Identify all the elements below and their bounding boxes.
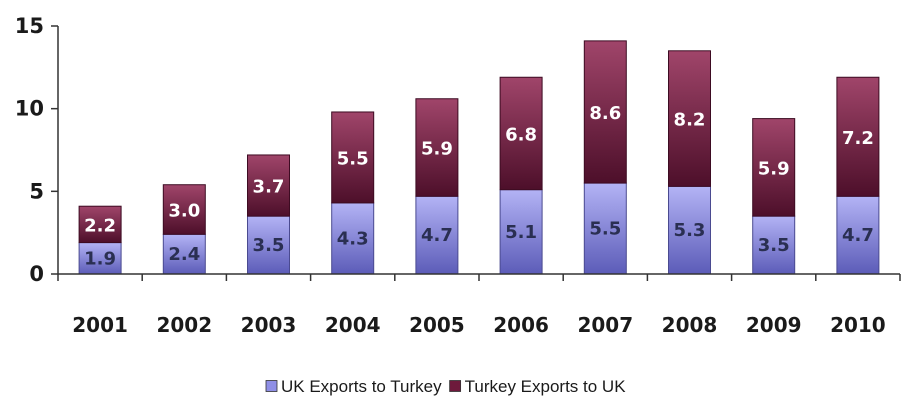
x-axis: 2001 2002 2003 2004 2005 2006 2007 2008 2009 2010 xyxy=(57,273,901,337)
x-tick-label: 2002 xyxy=(156,313,212,337)
bar-uk-exports-to-turkey xyxy=(78,242,122,275)
data-label-turkey-exports-to-uk: 5.9 xyxy=(758,158,790,179)
bar-turkey-exports-to-uk xyxy=(499,76,543,191)
data-label-turkey-exports-to-uk: 5.5 xyxy=(337,148,369,169)
y-tick-label: 5 xyxy=(29,179,44,203)
x-tick-label: 2010 xyxy=(830,313,886,337)
bar-turkey-exports-to-uk xyxy=(331,111,375,204)
data-label-uk-exports-to-turkey: 3.5 xyxy=(253,235,285,256)
y-tick-label: 0 xyxy=(29,262,44,286)
x-tick-label: 2005 xyxy=(409,313,465,337)
bar-uk-exports-to-turkey xyxy=(836,195,880,275)
bar-turkey-exports-to-uk xyxy=(836,76,880,197)
bars: 1.9 2.2 2.4 3.0 3.5 3.7 4.3 5.5 4.7 5.9 5.1 6.8 5.5 8… xyxy=(78,40,880,275)
data-label-uk-exports-to-turkey: 4.7 xyxy=(421,225,453,246)
bar-turkey-exports-to-uk xyxy=(415,98,459,197)
x-tick-label: 2007 xyxy=(577,313,633,337)
x-tick-label: 2008 xyxy=(662,313,718,337)
y-tick-label: 10 xyxy=(15,97,44,121)
x-tick-label: 2001 xyxy=(72,313,128,337)
y-axis: 0 5 10 15 xyxy=(15,14,59,286)
bar-turkey-exports-to-uk xyxy=(752,118,796,217)
data-label-turkey-exports-to-uk: 2.2 xyxy=(84,215,116,236)
bar-uk-exports-to-turkey xyxy=(583,182,627,275)
x-tick-label: 2003 xyxy=(241,313,297,337)
bar-turkey-exports-to-uk xyxy=(668,50,711,187)
data-label-turkey-exports-to-uk: 8.6 xyxy=(589,103,621,124)
y-tick-label: 15 xyxy=(15,14,44,38)
data-label-uk-exports-to-turkey: 4.7 xyxy=(842,225,874,246)
bar-uk-exports-to-turkey xyxy=(331,202,375,275)
data-label-uk-exports-to-turkey: 5.5 xyxy=(589,219,621,240)
legend-swatch-uk-exports-to-turkey xyxy=(265,380,278,392)
legend-label-uk-exports-to-turkey: UK Exports to Turkey xyxy=(281,377,442,396)
data-label-turkey-exports-to-uk: 5.9 xyxy=(421,139,453,160)
bar-turkey-exports-to-uk xyxy=(162,184,206,235)
data-label-uk-exports-to-turkey: 5.1 xyxy=(505,222,537,243)
bar-turkey-exports-to-uk xyxy=(78,205,122,244)
data-label-turkey-exports-to-uk: 3.0 xyxy=(168,201,200,222)
data-label-turkey-exports-to-uk: 8.2 xyxy=(674,110,706,131)
bar-turkey-exports-to-uk xyxy=(583,40,627,184)
bar-uk-exports-to-turkey xyxy=(415,195,459,275)
data-label-turkey-exports-to-uk: 3.7 xyxy=(253,177,285,198)
x-tick-label: 2009 xyxy=(746,313,802,337)
data-label-uk-exports-to-turkey: 4.3 xyxy=(337,228,369,249)
legend-swatch-turkey-exports-to-uk xyxy=(449,380,462,392)
data-label-uk-exports-to-turkey: 5.3 xyxy=(674,220,706,241)
data-label-uk-exports-to-turkey: 1.9 xyxy=(84,248,116,269)
data-label-turkey-exports-to-uk: 6.8 xyxy=(505,124,537,145)
data-label-uk-exports-to-turkey: 3.5 xyxy=(758,235,790,256)
x-tick-label: 2004 xyxy=(325,313,381,337)
legend: UK Exports to Turkey Turkey Exports to UK xyxy=(265,377,627,396)
legend-label-turkey-exports-to-uk: Turkey Exports to UK xyxy=(465,377,627,396)
x-tick-label: 2006 xyxy=(493,313,549,337)
data-label-turkey-exports-to-uk: 7.2 xyxy=(842,128,874,149)
bar-uk-exports-to-turkey xyxy=(668,185,711,275)
data-label-uk-exports-to-turkey: 2.4 xyxy=(168,244,200,265)
bar-uk-exports-to-turkey xyxy=(752,215,796,275)
bar-turkey-exports-to-uk xyxy=(247,154,290,217)
